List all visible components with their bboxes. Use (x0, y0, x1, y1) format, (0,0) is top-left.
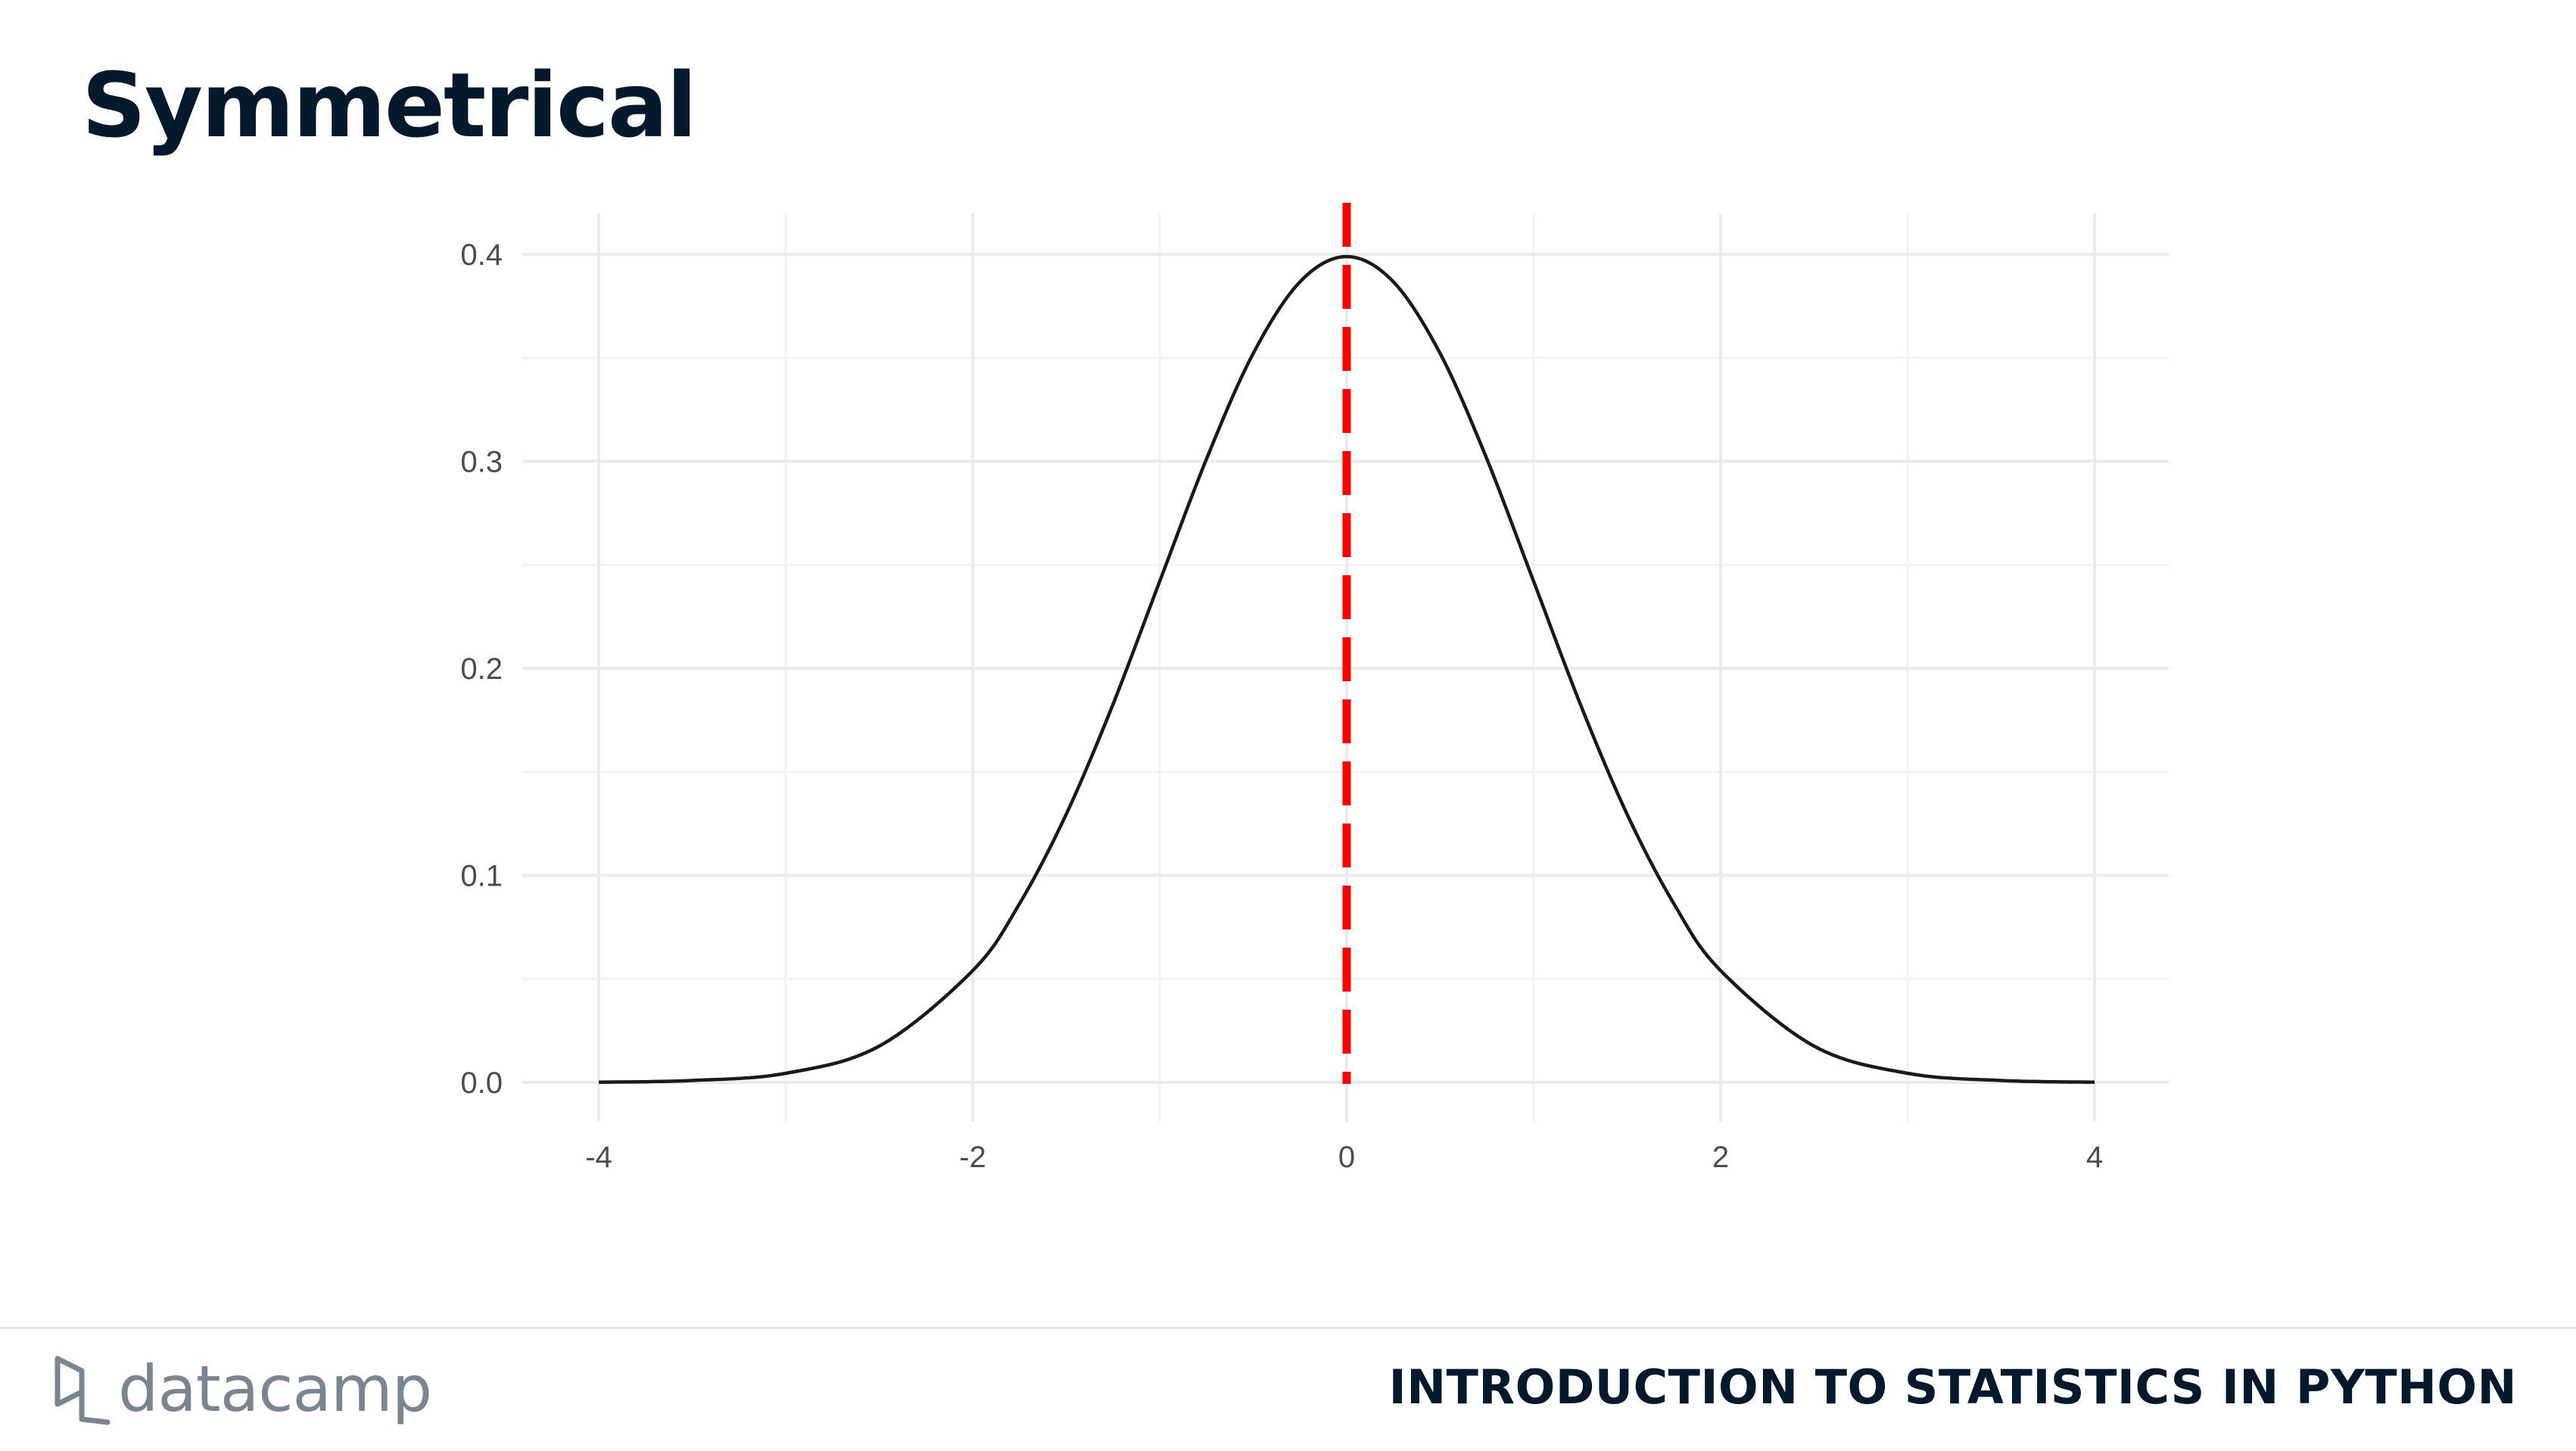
y-tick-label: 0.1 (460, 860, 503, 893)
brand-name: datacamp (118, 1352, 432, 1426)
x-tick-label: -4 (585, 1141, 612, 1174)
footer-divider (0, 1327, 2576, 1329)
x-tick-label: -2 (959, 1141, 986, 1174)
datacamp-logo: datacamp (51, 1347, 432, 1431)
x-tick-label: 0 (1338, 1141, 1355, 1174)
y-tick-label: 0.4 (460, 238, 503, 272)
y-tick-label: 0.0 (460, 1066, 503, 1100)
density-curve (598, 254, 2095, 1084)
x-axis-tick-labels: -4 -2 0 2 4 (585, 1141, 2103, 1174)
datacamp-logo-icon (55, 1356, 111, 1425)
x-tick-label: 4 (2086, 1141, 2103, 1174)
x-tick-label: 2 (1712, 1141, 1729, 1174)
slide-title: Symmetrical (82, 53, 697, 157)
course-title: INTRODUCTION TO STATISTICS IN PYTHON (1388, 1359, 2517, 1415)
y-axis-tick-labels: 0.0 0.1 0.2 0.3 0.4 (460, 238, 503, 1100)
y-tick-label: 0.2 (460, 652, 503, 686)
y-tick-label: 0.3 (460, 446, 503, 479)
